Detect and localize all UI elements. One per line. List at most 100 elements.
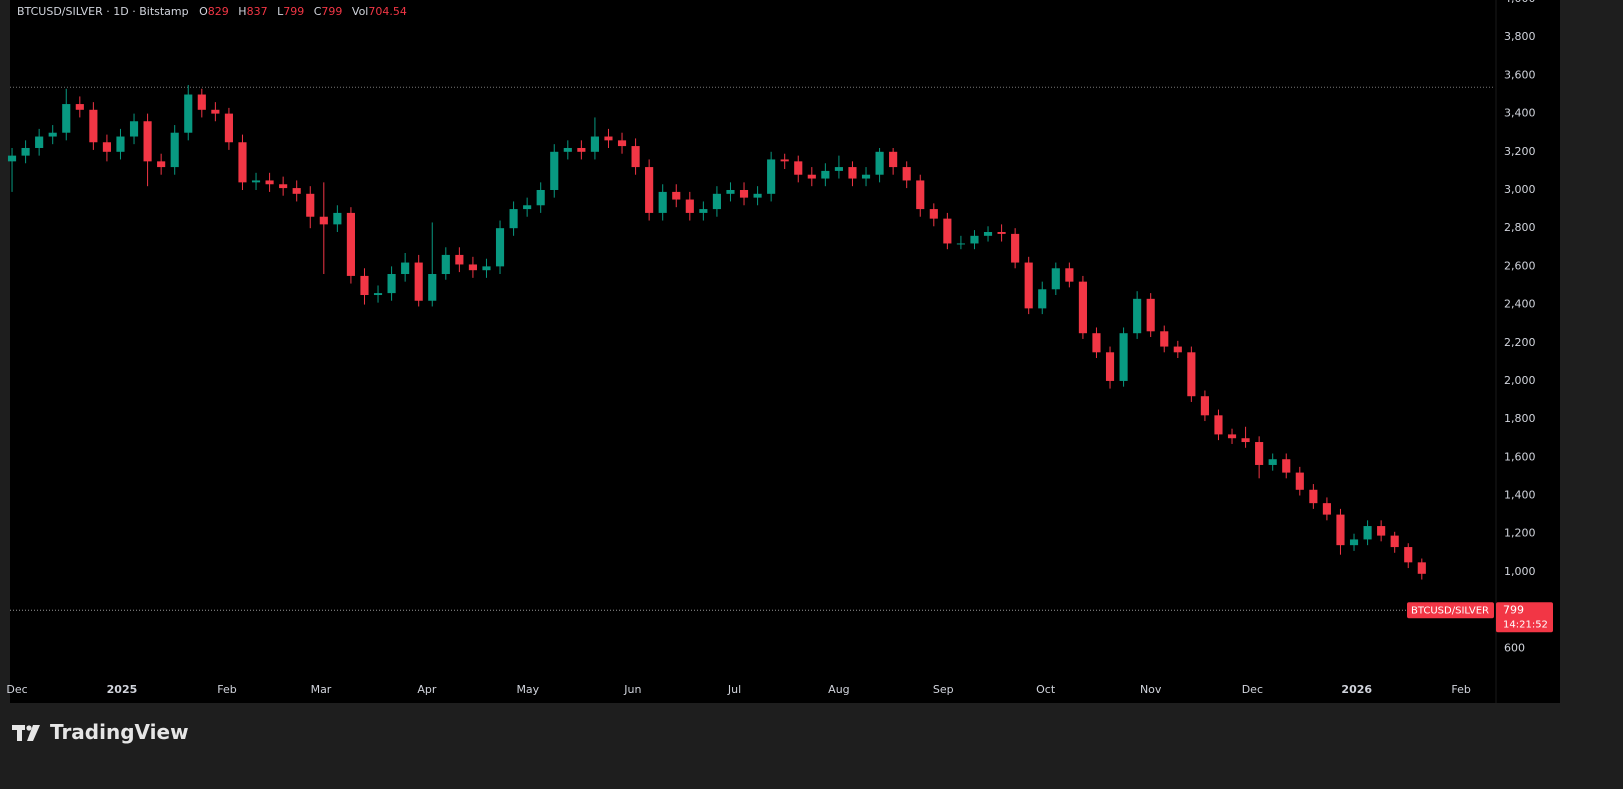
candle-body xyxy=(1011,233,1020,263)
candle-body xyxy=(468,264,477,271)
ohlc-key: O xyxy=(199,5,208,18)
candle-body xyxy=(916,180,925,210)
candle-body xyxy=(1417,562,1426,574)
ohlc-value: 837 xyxy=(246,5,268,18)
candle-body xyxy=(197,94,206,110)
candle-body xyxy=(441,254,450,275)
candle-body xyxy=(645,167,654,213)
candle-body xyxy=(1200,396,1209,416)
candle-body xyxy=(1295,472,1304,490)
candle-body xyxy=(834,167,843,171)
x-tick-label: Sep xyxy=(933,683,954,696)
y-tick-label: 3,600 xyxy=(1504,68,1536,81)
candle-body xyxy=(129,121,139,137)
y-tick-label: 600 xyxy=(1504,641,1525,654)
candle-body xyxy=(373,293,383,296)
candle-body xyxy=(116,136,125,152)
candle-body xyxy=(62,104,71,133)
candle-body xyxy=(75,104,84,110)
candle-body xyxy=(753,193,762,198)
candle-body xyxy=(1227,434,1237,439)
candle-body xyxy=(929,209,938,219)
candle-body xyxy=(35,136,44,148)
candle-body xyxy=(7,155,17,162)
candle-body xyxy=(509,209,518,229)
candle-body xyxy=(1255,442,1264,465)
y-tick-label: 2,600 xyxy=(1504,259,1536,272)
x-tick-label: May xyxy=(516,683,539,696)
candle-body xyxy=(306,193,315,217)
candle-body xyxy=(279,184,288,189)
candle-body xyxy=(143,121,152,162)
brand: TradingView xyxy=(50,720,189,744)
y-tick-label: 1,600 xyxy=(1504,450,1536,463)
x-tick-label: Mar xyxy=(311,683,332,696)
y-tick-label: 3,800 xyxy=(1504,30,1536,43)
candle-body xyxy=(1051,268,1060,290)
y-tick-label: 3,200 xyxy=(1504,145,1536,158)
candle-body xyxy=(1024,262,1033,309)
candle-body xyxy=(1377,526,1386,536)
symbol-tag-bg xyxy=(1407,602,1494,619)
ohlc-key: C xyxy=(313,5,322,18)
candle-body xyxy=(699,209,708,213)
candle-body xyxy=(523,205,532,210)
x-tick-label: 2026 xyxy=(1341,683,1372,696)
y-tick-label: 1,000 xyxy=(1504,565,1536,578)
candle-body xyxy=(943,218,952,244)
candle-body xyxy=(780,159,789,162)
candle-body xyxy=(292,188,301,194)
y-tick-label: 3,000 xyxy=(1504,183,1536,196)
candle-body xyxy=(455,254,464,265)
candle-body xyxy=(1133,298,1142,334)
candle-body xyxy=(495,228,505,267)
candle-body xyxy=(482,266,491,271)
x-tick-label: Dec xyxy=(1242,683,1263,696)
candle-body xyxy=(875,151,884,175)
ohlc-key: L xyxy=(277,5,284,18)
candle-body xyxy=(1078,281,1087,334)
candle-body xyxy=(590,136,599,152)
candle-body xyxy=(48,132,57,137)
candle-body xyxy=(983,232,993,236)
y-tick-label: 4,000 xyxy=(1504,0,1536,5)
x-tick-label: Nov xyxy=(1140,683,1162,696)
candle-body xyxy=(238,142,247,183)
x-tick-label: Dec xyxy=(6,683,27,696)
candle-body xyxy=(807,174,816,179)
candle-body xyxy=(658,191,667,213)
candle-body xyxy=(1349,539,1359,546)
symbol-tag: BTCUSD/SILVER xyxy=(1411,605,1489,616)
candle-body xyxy=(1363,526,1372,540)
candle-body xyxy=(685,199,694,213)
x-tick-label: Oct xyxy=(1036,683,1056,696)
candle-body xyxy=(211,109,220,114)
candle-body xyxy=(1160,331,1169,347)
candle-body xyxy=(1390,535,1399,548)
x-tick-label: 2025 xyxy=(107,683,138,696)
candle-body xyxy=(360,275,369,296)
candle-body xyxy=(970,235,979,244)
ohlc-value: 799 xyxy=(283,5,305,18)
candle-body xyxy=(1065,268,1074,282)
candle-body xyxy=(387,274,396,294)
x-tick-label: Aug xyxy=(828,683,849,696)
candle-body xyxy=(251,180,261,183)
candle-body xyxy=(265,180,274,185)
candle-body xyxy=(536,189,545,206)
ohlc-value: 829 xyxy=(207,5,229,18)
candle-body xyxy=(414,262,423,301)
candle-body xyxy=(1322,503,1331,515)
candle-body xyxy=(617,140,627,147)
candle-body xyxy=(1146,298,1155,332)
candle-body xyxy=(861,174,871,179)
volume-key: Vol xyxy=(351,5,369,18)
candle-body xyxy=(1268,459,1277,465)
candle-body xyxy=(21,147,30,156)
candle-body xyxy=(428,274,437,301)
price-tag: 799 xyxy=(1503,603,1524,616)
x-tick-label: Feb xyxy=(1451,683,1470,696)
candle-body xyxy=(604,136,613,141)
candle-body xyxy=(401,262,410,275)
candle-body xyxy=(102,142,111,152)
